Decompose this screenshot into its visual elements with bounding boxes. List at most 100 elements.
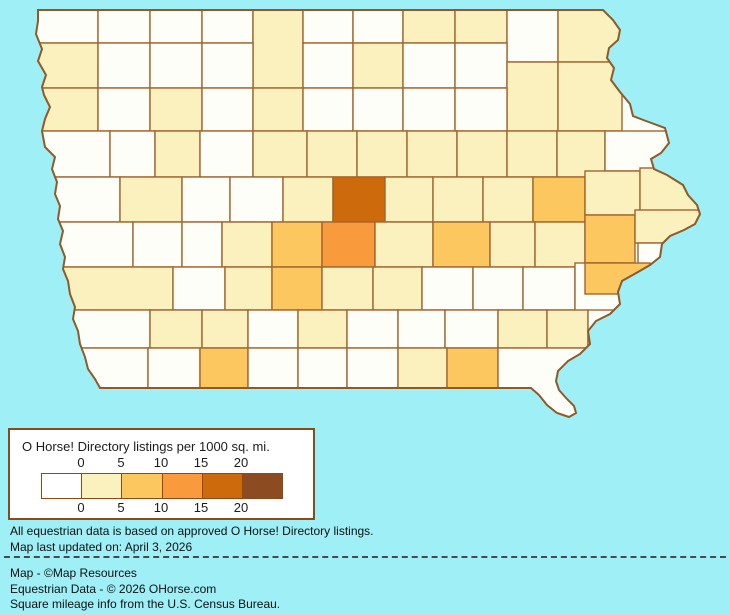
county-shape xyxy=(149,42,203,89)
county-shape xyxy=(397,347,448,390)
legend-box: O Horse! Directory listings per 1000 sq.… xyxy=(8,428,315,520)
county-shape xyxy=(584,170,641,216)
county-shape xyxy=(181,221,223,268)
county-shape xyxy=(637,242,700,280)
county-shape xyxy=(454,10,508,44)
county-shape xyxy=(97,10,151,44)
county-shape xyxy=(506,10,559,63)
county-shape xyxy=(149,309,203,349)
county-shape xyxy=(36,176,121,223)
county-shape xyxy=(444,309,499,349)
state-outline xyxy=(34,9,702,419)
county-shape xyxy=(372,266,423,311)
county-shape xyxy=(532,176,586,223)
county-shape xyxy=(201,87,254,132)
county-shape xyxy=(406,130,458,178)
county-shape xyxy=(639,167,700,216)
county-shape xyxy=(221,221,273,268)
county-shape xyxy=(332,176,386,223)
data-note-line: All equestrian data is based on approved… xyxy=(10,524,374,538)
county-shape xyxy=(321,221,376,268)
legend-swatch xyxy=(201,474,242,498)
legend-tick-label: 10 xyxy=(153,455,169,470)
census-credit: Square mileage info from the U.S. Census… xyxy=(10,597,281,611)
county-shape xyxy=(224,266,273,311)
county-shape xyxy=(522,266,576,311)
county-shape xyxy=(482,176,534,223)
legend-ticks-bottom: 0 5 10 15 20 xyxy=(10,500,313,515)
county-shape xyxy=(321,266,374,311)
county-shape xyxy=(252,87,304,132)
county-shape xyxy=(36,309,151,349)
legend-tick-label: 5 xyxy=(117,500,125,515)
county-shape xyxy=(587,309,646,363)
county-shape xyxy=(584,262,651,295)
county-shape xyxy=(154,130,201,178)
legend-swatch xyxy=(42,474,82,498)
county-shape xyxy=(119,176,183,223)
county-shape xyxy=(454,42,508,89)
county-shape xyxy=(149,10,203,44)
county-shape xyxy=(252,10,304,89)
county-shape xyxy=(97,87,151,132)
county-shape xyxy=(181,176,231,223)
legend-tick-label: 10 xyxy=(153,500,169,515)
county-shape xyxy=(109,130,156,178)
county-shape xyxy=(402,10,456,44)
county-shape xyxy=(356,130,408,178)
county-shape xyxy=(346,347,399,390)
county-shape xyxy=(302,42,354,89)
county-shape xyxy=(534,221,586,268)
legend-swatch xyxy=(241,474,283,498)
county-shape xyxy=(199,130,254,178)
county-shape xyxy=(97,42,151,89)
county-shape xyxy=(456,130,508,178)
county-shape xyxy=(271,266,323,311)
county-shape xyxy=(557,61,623,132)
county-shape xyxy=(247,309,299,349)
county-shape xyxy=(229,176,284,223)
county-shape xyxy=(252,130,308,178)
legend-colorbar xyxy=(41,473,283,499)
county-shape xyxy=(199,347,249,390)
county-shape xyxy=(36,266,174,311)
county-shape xyxy=(634,209,700,244)
county-shape xyxy=(247,347,299,390)
county-shape xyxy=(36,221,134,268)
county-shape xyxy=(402,42,456,89)
county-shape xyxy=(352,87,404,132)
county-shape xyxy=(201,309,249,349)
dashed-separator xyxy=(4,556,726,558)
county-shape xyxy=(201,10,254,44)
county-shape xyxy=(297,347,348,390)
county-shape xyxy=(352,10,404,44)
county-shape xyxy=(172,266,226,311)
legend-ticks-top: 0 5 10 15 20 xyxy=(10,455,313,470)
county-shape xyxy=(271,221,323,268)
legend-tick-label: 0 xyxy=(77,455,85,470)
county-shape xyxy=(346,309,399,349)
county-shape xyxy=(282,176,334,223)
legend-tick-label: 20 xyxy=(233,500,249,515)
county-shape xyxy=(432,176,484,223)
county-shape xyxy=(506,130,558,178)
county-shape xyxy=(384,176,434,223)
county-shape xyxy=(454,87,508,132)
legend-swatch xyxy=(121,474,162,498)
county-shape xyxy=(506,61,559,132)
county-shape xyxy=(497,309,548,349)
county-shape xyxy=(584,214,636,264)
data-copyright: Equestrian Data - © 2026 OHorse.com xyxy=(10,582,217,596)
county-shape xyxy=(556,130,606,178)
legend-tick-label: 0 xyxy=(77,500,85,515)
county-shape xyxy=(36,130,111,178)
county-shape xyxy=(149,87,203,132)
county-shape xyxy=(36,347,149,390)
county-shape xyxy=(302,10,354,44)
county-shape xyxy=(489,221,536,268)
county-shape xyxy=(36,10,99,44)
legend-title: O Horse! Directory listings per 1000 sq.… xyxy=(22,439,270,454)
legend-tick-label: 15 xyxy=(193,455,209,470)
county-shape xyxy=(352,42,404,89)
